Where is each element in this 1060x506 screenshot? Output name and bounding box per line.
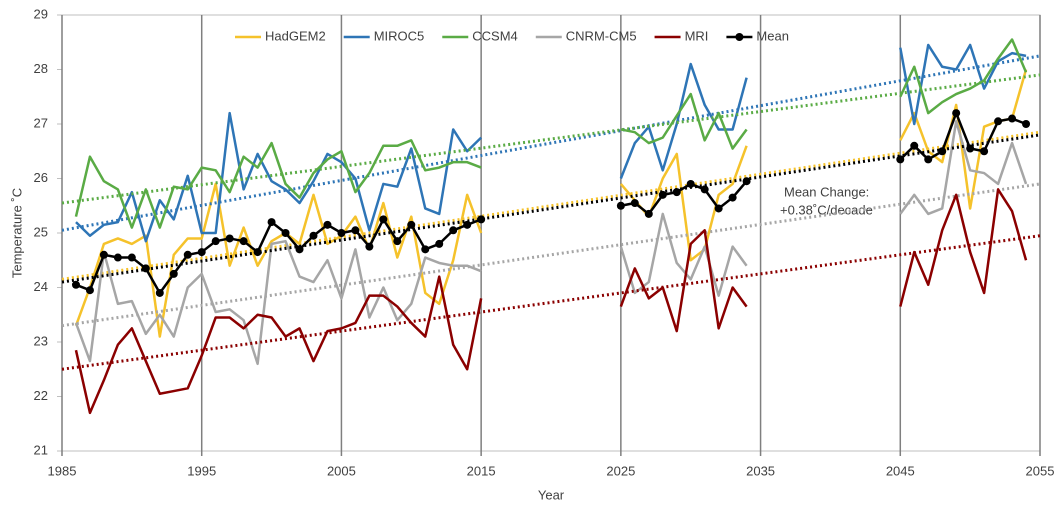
x-tick-label: 1995 <box>187 463 216 478</box>
point <box>323 220 332 229</box>
point <box>435 239 444 248</box>
x-tick-label: 2015 <box>467 463 496 478</box>
point <box>141 264 150 273</box>
point <box>309 231 318 240</box>
point <box>644 209 653 218</box>
y-tick-label: 22 <box>34 388 48 403</box>
point <box>211 237 220 246</box>
y-tick-label: 28 <box>34 61 48 76</box>
point <box>281 229 290 237</box>
y-tick-label: 21 <box>34 442 48 457</box>
y-tick-label: 25 <box>34 224 48 239</box>
point <box>728 193 737 202</box>
y-tick-label: 23 <box>34 333 48 348</box>
y-tick-label: 29 <box>34 6 48 21</box>
point <box>127 253 136 262</box>
series-line <box>74 38 1028 229</box>
point <box>952 109 961 118</box>
x-axis-label: Year <box>538 487 565 502</box>
point <box>85 286 94 295</box>
point <box>253 248 262 257</box>
x-tick-label: 2055 <box>1026 463 1055 478</box>
x-tick-label: 2035 <box>746 463 775 478</box>
point <box>924 155 933 164</box>
x-tick-label: 2045 <box>886 463 915 478</box>
point <box>365 242 374 251</box>
point <box>742 177 751 186</box>
point <box>1008 114 1017 123</box>
point <box>700 185 709 194</box>
point <box>477 215 486 224</box>
point <box>672 188 681 197</box>
point <box>225 234 234 243</box>
x-tick-label: 2005 <box>327 463 356 478</box>
point <box>980 147 989 156</box>
point <box>616 201 625 210</box>
point <box>1022 120 1031 128</box>
x-tick-label: 2025 <box>606 463 635 478</box>
point <box>966 144 975 153</box>
point <box>910 141 919 150</box>
point <box>630 199 639 208</box>
point <box>938 147 947 156</box>
legend-label: CNRM-CM5 <box>566 28 637 43</box>
point <box>267 218 276 227</box>
x-tick-label: 1985 <box>48 463 77 478</box>
trend-line <box>61 130 1041 281</box>
legend-label: MIROC5 <box>374 28 425 43</box>
point <box>393 237 402 246</box>
point <box>99 250 108 259</box>
trend-line <box>61 54 1041 232</box>
point <box>686 179 695 188</box>
point <box>896 155 905 164</box>
legend-marker <box>735 33 744 41</box>
y-axis-label: Temperature ˚C <box>9 188 24 278</box>
point <box>239 237 248 246</box>
point <box>155 288 164 297</box>
point <box>379 215 388 224</box>
point <box>113 253 122 262</box>
point <box>421 245 430 254</box>
legend-label: MRI <box>685 28 709 43</box>
trend-line <box>61 73 1041 205</box>
trend-line <box>61 234 1041 371</box>
point <box>994 117 1003 126</box>
point <box>295 245 304 254</box>
series-line <box>74 188 1028 415</box>
point <box>169 269 178 278</box>
legend-label: Mean <box>756 28 789 43</box>
point <box>714 204 723 213</box>
point <box>407 220 416 229</box>
point <box>183 250 192 259</box>
legend-label: HadGEM2 <box>265 28 326 43</box>
point <box>351 226 360 235</box>
point <box>71 280 80 289</box>
y-tick-label: 27 <box>34 115 48 130</box>
y-tick-label: 24 <box>34 279 48 294</box>
point <box>463 220 472 229</box>
point <box>337 229 346 237</box>
point <box>658 190 667 199</box>
legend-label: CCSM4 <box>472 28 518 43</box>
trend-line <box>61 182 1041 328</box>
point <box>197 248 206 257</box>
y-tick-label: 26 <box>34 170 48 185</box>
annotation: +0.38˚C/decade <box>780 202 873 217</box>
annotation: Mean Change: <box>784 184 869 199</box>
point <box>449 226 458 235</box>
